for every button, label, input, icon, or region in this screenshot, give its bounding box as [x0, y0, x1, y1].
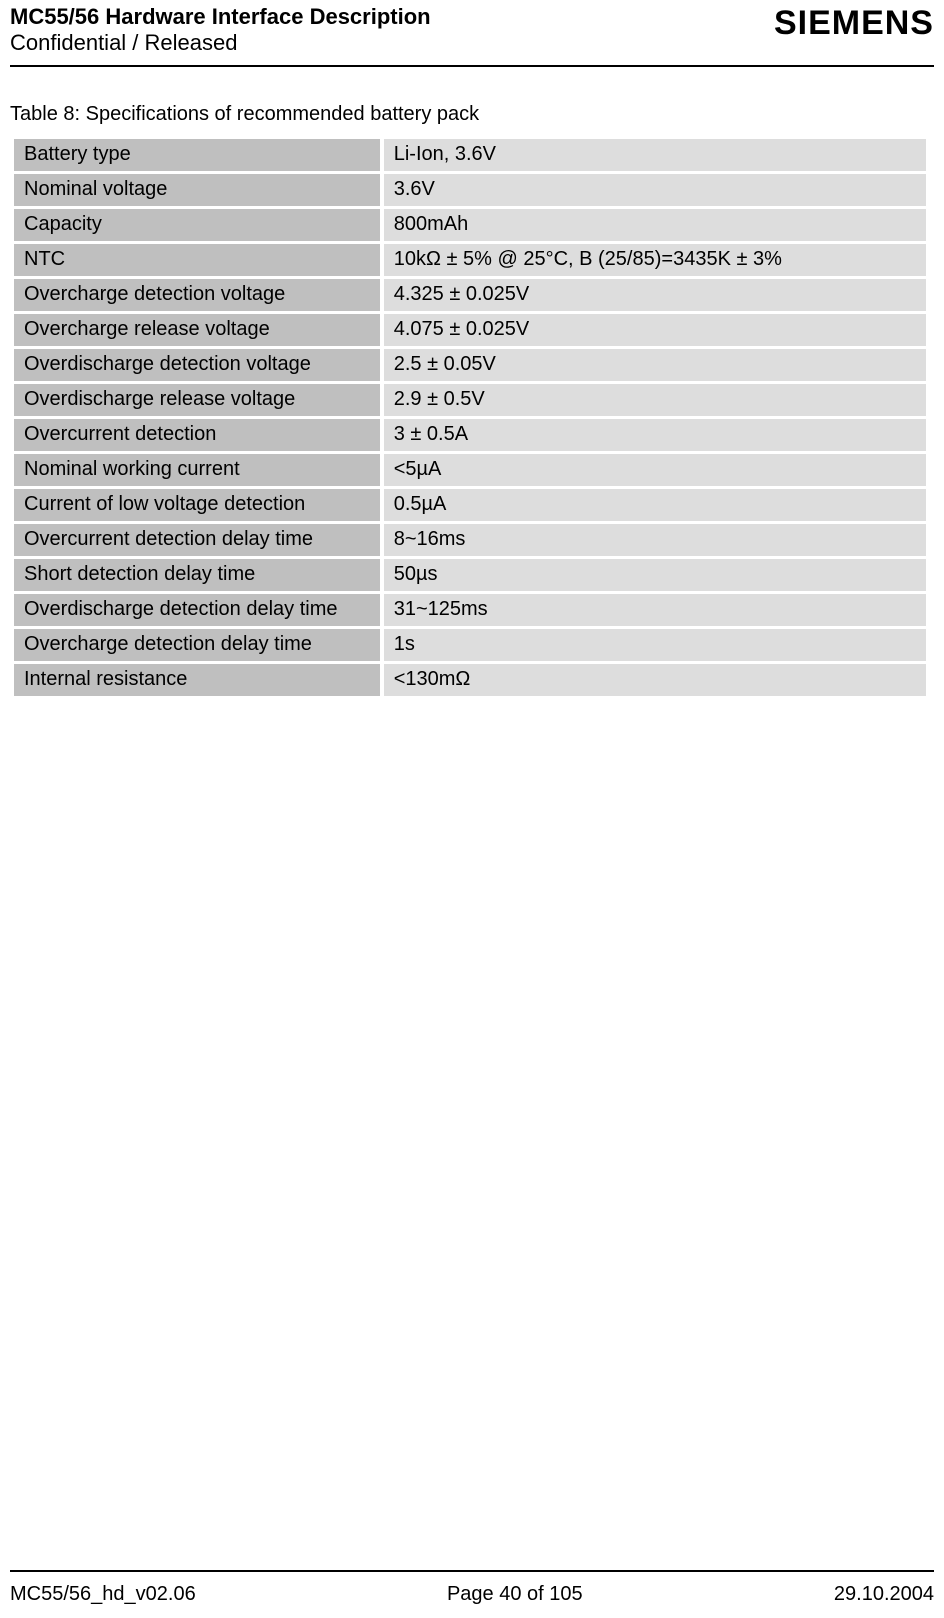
footer-center: Page 40 of 105	[447, 1583, 583, 1606]
page: MC55/56 Hardware Interface Description C…	[0, 0, 944, 1618]
content-area: Table 8: Specifications of recommended b…	[0, 67, 944, 699]
spec-table: Battery typeLi-Ion, 3.6VNominal voltage3…	[10, 136, 930, 699]
table-row: Battery typeLi-Ion, 3.6V	[14, 139, 926, 171]
spec-value: 8~16ms	[384, 524, 926, 556]
table-row: Overcurrent detection3 ± 0.5A	[14, 419, 926, 451]
spec-label: Overcharge release voltage	[14, 314, 380, 346]
table-row: Overcharge release voltage4.075 ± 0.025V	[14, 314, 926, 346]
table-row: NTC10kΩ ± 5% @ 25°C, B (25/85)=3435K ± 3…	[14, 244, 926, 276]
footer-rule	[10, 1570, 934, 1572]
spec-label: Battery type	[14, 139, 380, 171]
spec-label: Overcurrent detection	[14, 419, 380, 451]
spec-value: 2.5 ± 0.05V	[384, 349, 926, 381]
spec-label: Overdischarge detection voltage	[14, 349, 380, 381]
spec-value: 4.325 ± 0.025V	[384, 279, 926, 311]
spec-value: 4.075 ± 0.025V	[384, 314, 926, 346]
spec-label: Nominal working current	[14, 454, 380, 486]
siemens-logo: SIEMENS	[774, 4, 934, 43]
spec-value: 2.9 ± 0.5V	[384, 384, 926, 416]
table-row: Overcurrent detection delay time8~16ms	[14, 524, 926, 556]
spec-table-body: Battery typeLi-Ion, 3.6VNominal voltage3…	[14, 139, 926, 696]
header-left: MC55/56 Hardware Interface Description C…	[10, 4, 431, 57]
spec-value: 1s	[384, 629, 926, 661]
doc-status: Confidential / Released	[10, 30, 431, 56]
page-header: MC55/56 Hardware Interface Description C…	[0, 0, 944, 57]
spec-value: <5µA	[384, 454, 926, 486]
spec-value: <130mΩ	[384, 664, 926, 696]
spec-value: 800mAh	[384, 209, 926, 241]
table-row: Overdischarge detection delay time31~125…	[14, 594, 926, 626]
table-caption: Table 8: Specifications of recommended b…	[10, 103, 934, 126]
table-row: Current of low voltage detection0.5µA	[14, 489, 926, 521]
spec-value: 50µs	[384, 559, 926, 591]
table-row: Short detection delay time50µs	[14, 559, 926, 591]
spec-value: 3.6V	[384, 174, 926, 206]
spec-label: Short detection delay time	[14, 559, 380, 591]
spec-label: NTC	[14, 244, 380, 276]
spec-label: Overcharge detection voltage	[14, 279, 380, 311]
footer-right: 29.10.2004	[834, 1583, 934, 1606]
footer-left: MC55/56_hd_v02.06	[10, 1583, 196, 1606]
table-row: Nominal voltage3.6V	[14, 174, 926, 206]
spec-value: 31~125ms	[384, 594, 926, 626]
table-row: Overdischarge detection voltage2.5 ± 0.0…	[14, 349, 926, 381]
page-footer: MC55/56_hd_v02.06 Page 40 of 105 29.10.2…	[10, 1583, 934, 1606]
table-row: Internal resistance<130mΩ	[14, 664, 926, 696]
spec-value: 0.5µA	[384, 489, 926, 521]
spec-label: Overcharge detection delay time	[14, 629, 380, 661]
spec-label: Capacity	[14, 209, 380, 241]
spec-label: Nominal voltage	[14, 174, 380, 206]
spec-label: Internal resistance	[14, 664, 380, 696]
spec-value: Li-Ion, 3.6V	[384, 139, 926, 171]
table-row: Overcharge detection delay time1s	[14, 629, 926, 661]
table-row: Overdischarge release voltage2.9 ± 0.5V	[14, 384, 926, 416]
spec-value: 10kΩ ± 5% @ 25°C, B (25/85)=3435K ± 3%	[384, 244, 926, 276]
spec-label: Current of low voltage detection	[14, 489, 380, 521]
spec-label: Overdischarge detection delay time	[14, 594, 380, 626]
spec-label: Overdischarge release voltage	[14, 384, 380, 416]
table-row: Nominal working current<5µA	[14, 454, 926, 486]
table-row: Capacity800mAh	[14, 209, 926, 241]
spec-value: 3 ± 0.5A	[384, 419, 926, 451]
table-row: Overcharge detection voltage4.325 ± 0.02…	[14, 279, 926, 311]
doc-title: MC55/56 Hardware Interface Description	[10, 4, 431, 30]
spec-label: Overcurrent detection delay time	[14, 524, 380, 556]
